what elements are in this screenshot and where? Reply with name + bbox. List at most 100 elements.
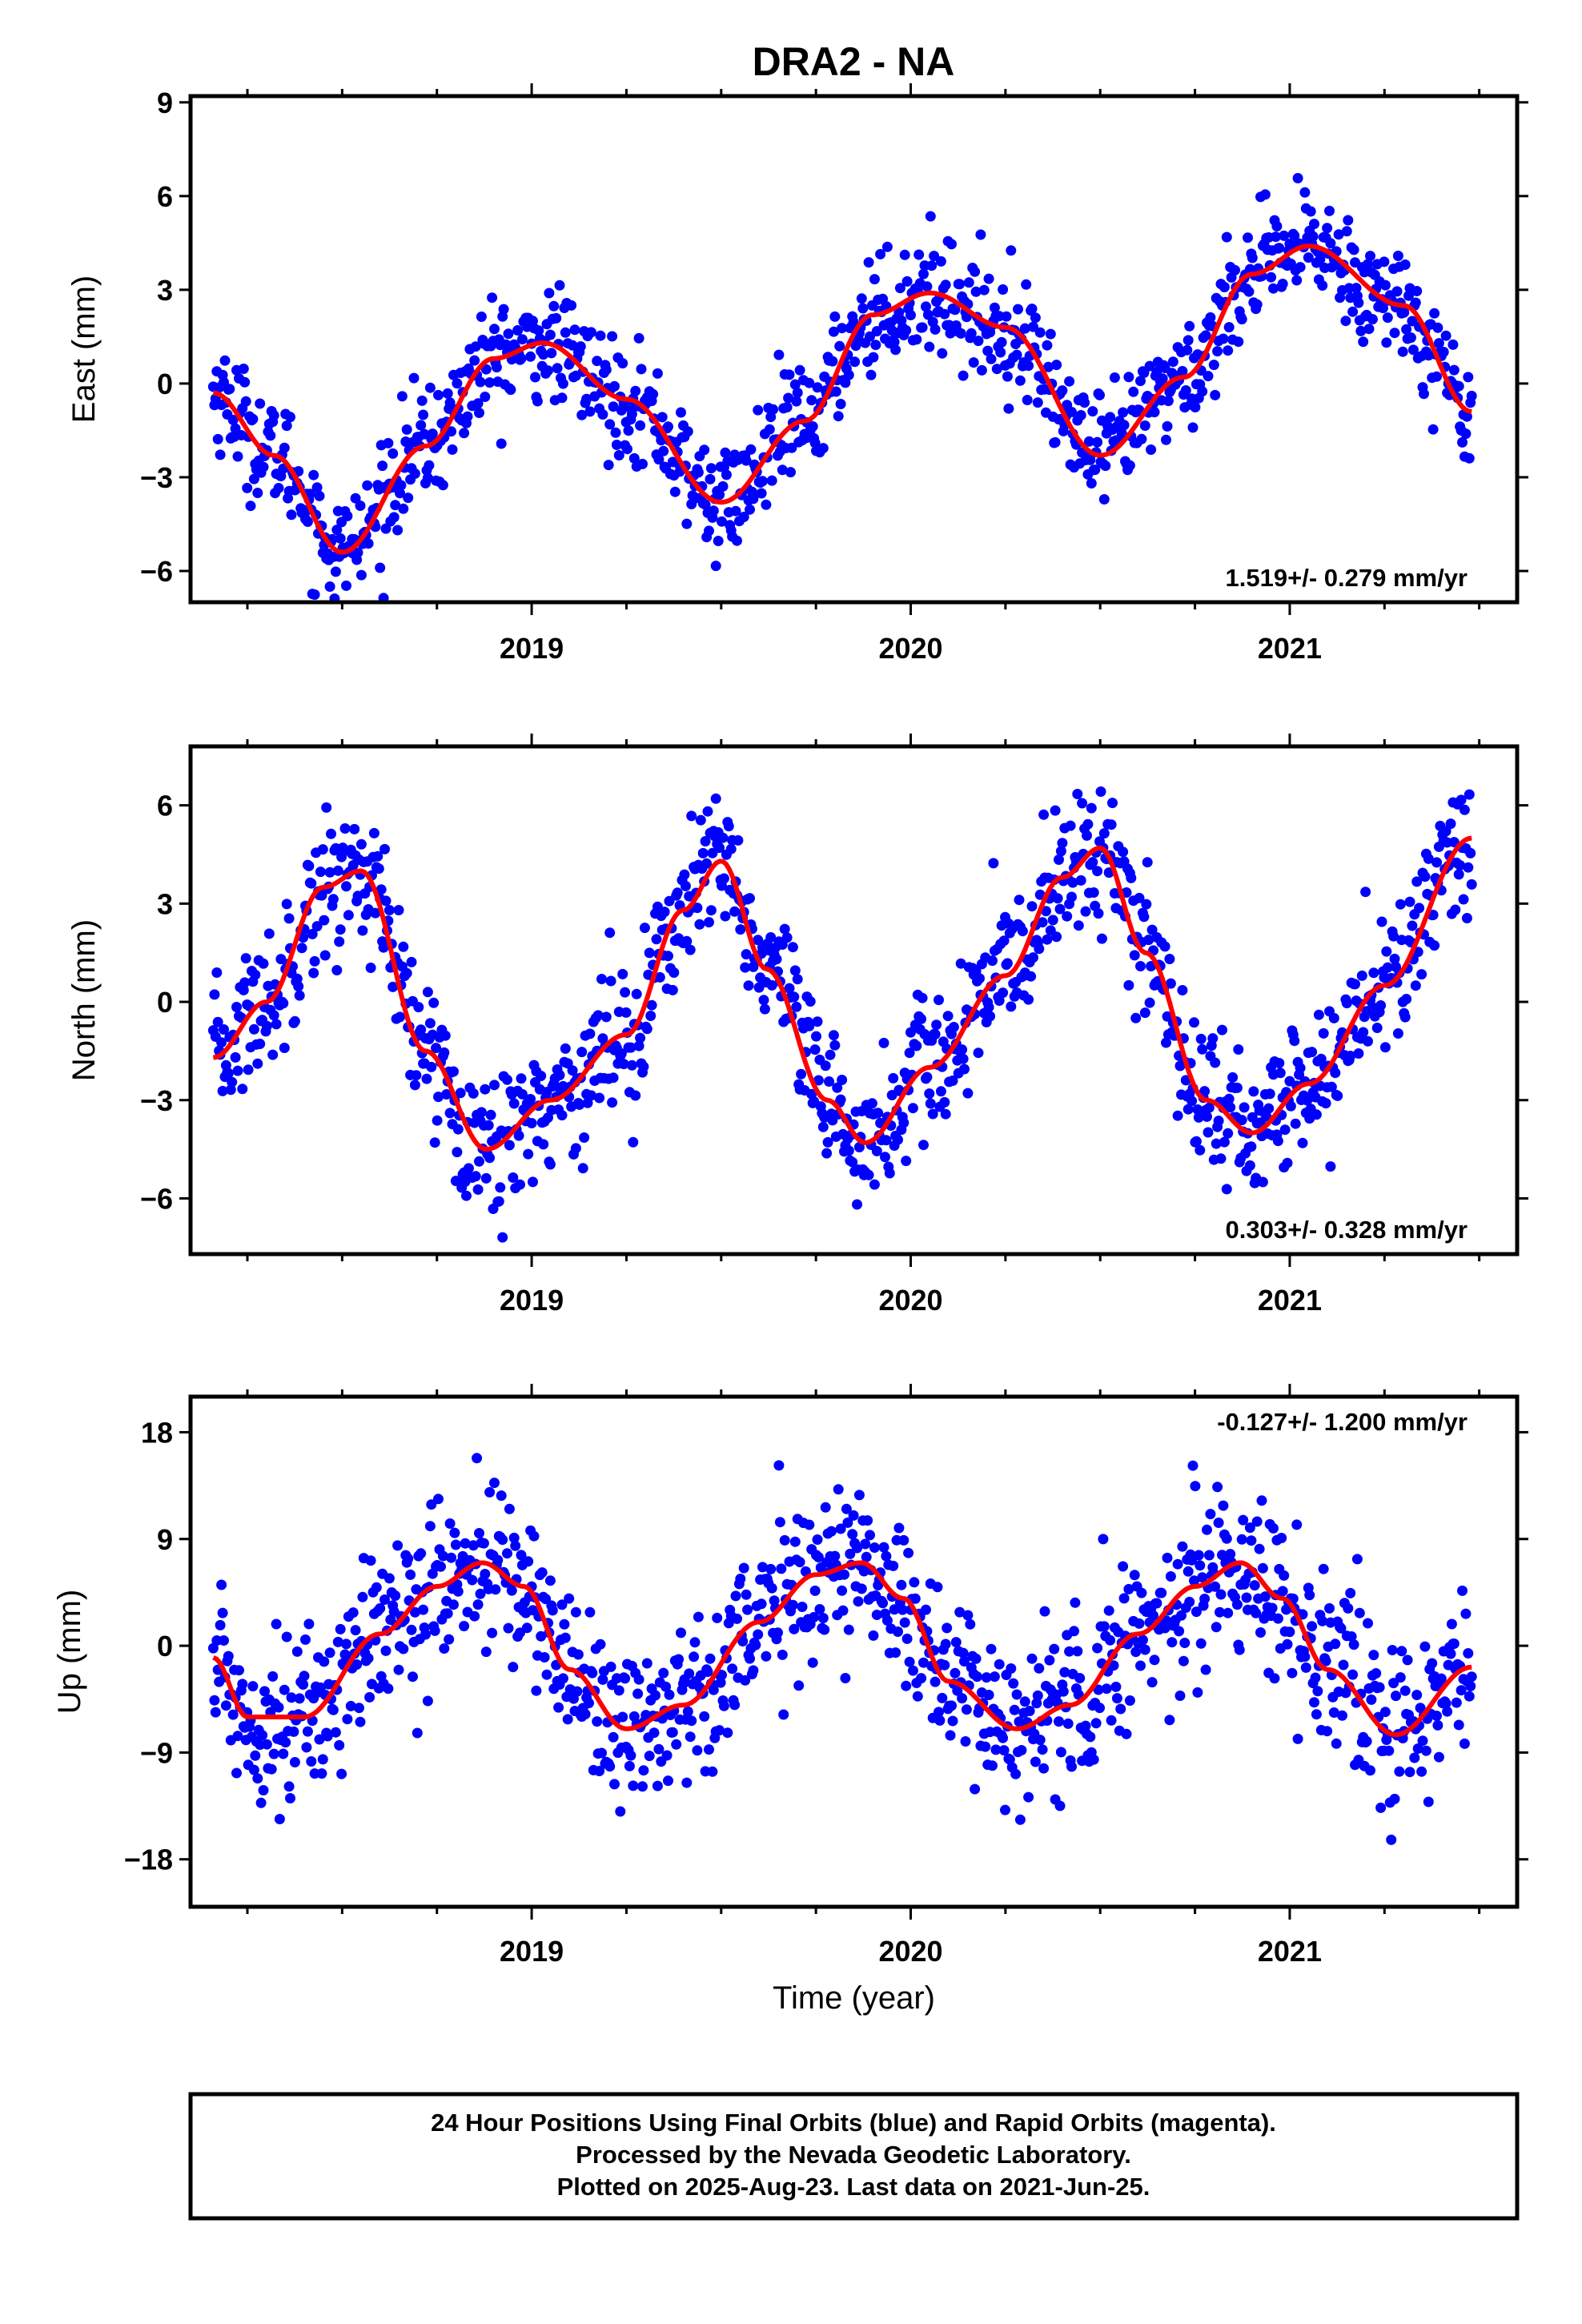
data-point <box>1460 1608 1472 1619</box>
data-points <box>207 1453 1477 1845</box>
data-point <box>1174 1691 1186 1701</box>
data-point <box>866 1098 877 1109</box>
data-point <box>1324 205 1335 216</box>
data-point <box>1032 397 1043 408</box>
data-point <box>781 932 793 943</box>
data-point <box>986 353 997 364</box>
data-point <box>881 1615 893 1626</box>
data-point <box>773 349 785 360</box>
data-point <box>1461 913 1472 923</box>
data-point <box>334 1739 345 1751</box>
data-point <box>441 1089 452 1100</box>
data-point <box>1285 1100 1296 1112</box>
data-point <box>306 1756 317 1767</box>
data-point <box>1030 1756 1041 1767</box>
data-point <box>271 1618 282 1630</box>
data-point <box>1375 1000 1387 1011</box>
data-point <box>673 1654 685 1665</box>
data-point <box>957 1044 968 1055</box>
data-point <box>408 372 420 384</box>
data-point <box>871 326 882 337</box>
data-point <box>1233 336 1244 348</box>
data-point <box>1211 1138 1222 1149</box>
y-tick-label: −18 <box>124 1844 173 1876</box>
data-point <box>710 793 721 804</box>
data-point <box>1310 1672 1321 1683</box>
figure-title: DRA2 - NA <box>753 39 955 84</box>
data-point <box>1223 1128 1234 1139</box>
data-point <box>909 1593 921 1604</box>
data-point <box>1381 337 1392 348</box>
data-point <box>303 1618 315 1630</box>
data-point <box>363 1653 374 1664</box>
data-point <box>1392 1028 1403 1039</box>
data-point <box>807 1657 818 1668</box>
data-point <box>1073 920 1084 931</box>
data-point <box>1024 1706 1035 1716</box>
y-tick-label: 18 <box>141 1416 173 1449</box>
data-point <box>433 389 444 400</box>
data-point <box>444 397 456 408</box>
data-point <box>618 1059 629 1070</box>
data-point <box>865 369 877 380</box>
data-point <box>824 1076 834 1087</box>
data-point <box>821 1148 833 1159</box>
data-point <box>1032 1690 1043 1701</box>
data-point <box>1453 869 1464 880</box>
data-point <box>302 517 313 527</box>
data-point <box>424 1018 436 1029</box>
data-point <box>893 1134 903 1145</box>
y-tick-label: −9 <box>140 1736 173 1769</box>
data-point <box>626 408 637 420</box>
data-point <box>424 382 436 393</box>
data-point <box>1026 901 1038 912</box>
data-point <box>918 1140 929 1151</box>
data-point <box>764 424 775 435</box>
data-point <box>1006 1001 1017 1012</box>
data-point <box>924 1088 935 1100</box>
data-point <box>1236 1534 1247 1545</box>
data-point <box>1259 189 1271 200</box>
data-point <box>1197 386 1208 397</box>
data-point <box>1191 1606 1202 1618</box>
data-point <box>309 955 320 967</box>
data-point <box>1419 388 1429 400</box>
data-point <box>1243 232 1253 243</box>
data-point <box>931 1019 942 1031</box>
data-point <box>1402 1655 1413 1666</box>
data-point <box>476 312 487 322</box>
data-point <box>1059 1667 1070 1678</box>
data-point <box>946 1700 957 1711</box>
data-point <box>1465 1681 1476 1691</box>
data-point <box>480 1647 492 1658</box>
data-point <box>319 915 330 926</box>
data-point <box>1045 328 1056 340</box>
data-point <box>1309 219 1319 230</box>
data-point <box>1407 344 1419 356</box>
data-point <box>761 499 772 510</box>
data-point <box>291 973 303 984</box>
data-point <box>1431 371 1442 382</box>
data-point <box>778 1709 789 1720</box>
data-point <box>1330 1068 1341 1079</box>
data-point <box>543 365 553 376</box>
data-point <box>777 1649 788 1660</box>
data-point <box>416 395 428 406</box>
data-point <box>916 1013 927 1024</box>
data-point <box>970 286 982 297</box>
data-point <box>1451 1697 1462 1708</box>
data-point <box>480 1569 491 1579</box>
data-point <box>653 1743 665 1755</box>
data-point <box>332 1636 343 1647</box>
data-point <box>1138 911 1150 923</box>
data-point <box>913 249 925 260</box>
data-point <box>1065 820 1076 831</box>
data-point <box>990 1744 1002 1755</box>
data-point <box>1271 231 1281 243</box>
data-point <box>608 401 619 412</box>
data-point <box>406 1624 417 1635</box>
data-point <box>825 1049 836 1060</box>
data-point <box>1106 819 1117 830</box>
data-point <box>239 376 251 388</box>
data-point <box>1210 389 1221 400</box>
